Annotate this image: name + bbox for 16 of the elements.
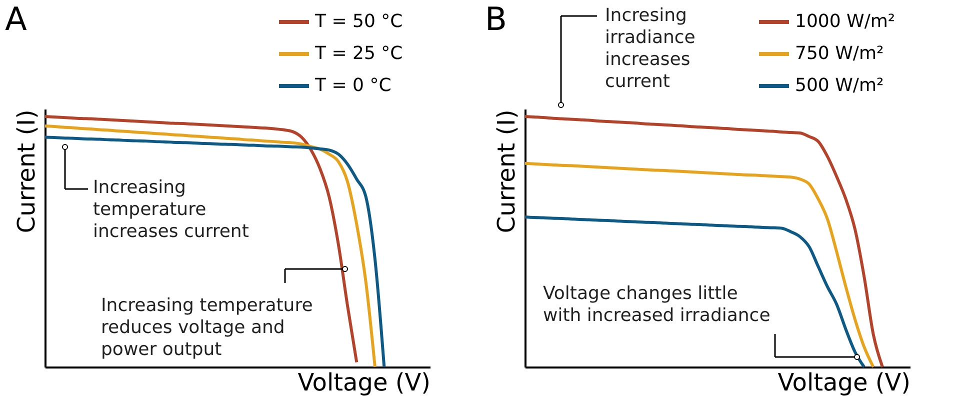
text: Incresing irradiance increases current — [605, 5, 696, 92]
legend-label: T = 25 °C — [314, 43, 403, 64]
chart-title: A — [5, 0, 27, 38]
legend-label: T = 0 °C — [314, 75, 392, 96]
y-axis-title: Current (I) — [12, 110, 40, 234]
legend-label: 500 W/m² — [795, 75, 884, 96]
legend-label: T = 50 °C — [314, 11, 403, 32]
annotation: Voltage changes little with increased irradiance — [543, 283, 770, 326]
annotation: Increasing temperature reduces voltage and power output — [101, 295, 313, 360]
x-axis-title: Voltage (V) — [298, 368, 430, 396]
legend-label: 1000 W/m² — [795, 11, 896, 32]
legend-label: 750 W/m² — [795, 43, 884, 64]
annotation: Increasing temperature increases current — [93, 177, 249, 242]
chart-title: B — [485, 0, 507, 38]
x-axis-title: Voltage (V) — [778, 368, 910, 396]
y-axis-title: Current (I) — [492, 110, 520, 234]
